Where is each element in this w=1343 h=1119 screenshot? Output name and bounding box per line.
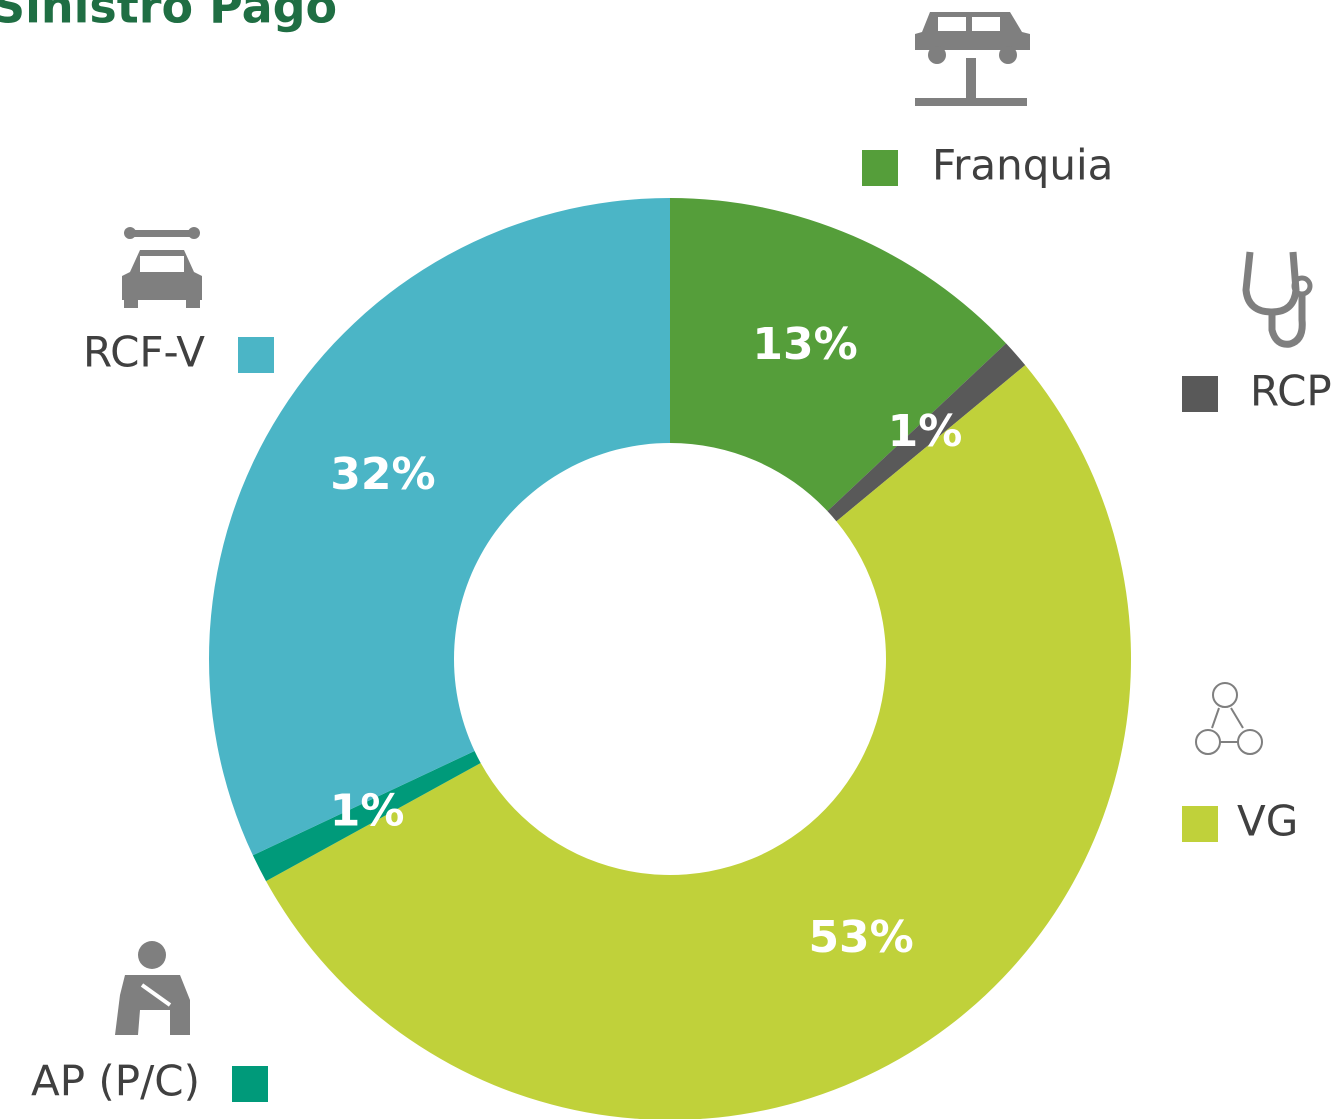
donut-slice [208, 198, 671, 856]
donut-slice [266, 365, 1131, 1119]
legend-label: RCP [1250, 367, 1332, 416]
legend-swatch [232, 1066, 268, 1102]
chart-title: Sinistro Pago [0, 0, 337, 34]
mechanic-car-icon [122, 227, 202, 308]
legend-swatch [1182, 376, 1218, 412]
car-lift-icon [915, 12, 1030, 106]
legend-swatch [238, 337, 274, 373]
legend-label: VG [1237, 797, 1298, 846]
injured-person-icon [115, 941, 190, 1035]
donut-slice [827, 343, 1026, 522]
value-label: 32% [330, 449, 435, 500]
donut-slice [252, 750, 481, 882]
donut-slice [670, 198, 1007, 512]
value-label: 1% [888, 406, 963, 457]
legend-label: AP (P/C) [31, 1057, 200, 1106]
value-label: 13% [752, 319, 857, 370]
stethoscope-icon [1242, 251, 1313, 348]
value-label: 53% [808, 912, 913, 963]
legend-label: RCF-V [83, 328, 205, 377]
value-label: 1% [330, 785, 405, 836]
network-icon [1195, 682, 1263, 755]
legend-swatch [1182, 806, 1218, 842]
legend-label: Franquia [932, 141, 1113, 190]
legend-swatch [862, 150, 898, 186]
